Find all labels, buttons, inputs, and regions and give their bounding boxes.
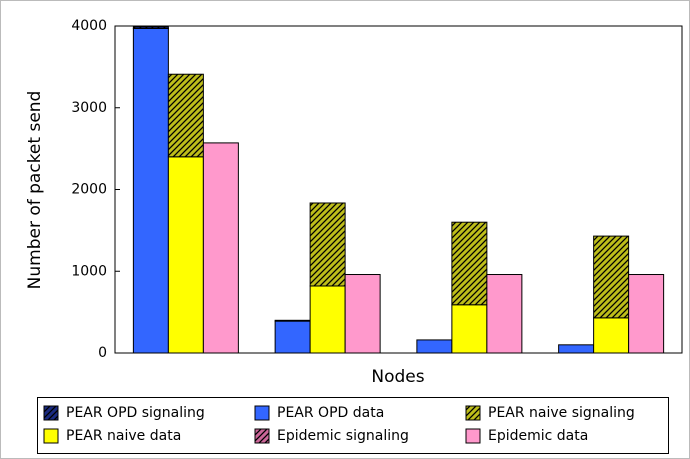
legend-swatch xyxy=(465,405,481,421)
bar-segment xyxy=(344,274,381,354)
bar-segment xyxy=(309,285,346,354)
bar-segment xyxy=(202,142,239,354)
bar-segment xyxy=(274,320,311,354)
legend-label: Epidemic signaling xyxy=(277,428,409,444)
legend-label: PEAR naive signaling xyxy=(488,405,635,421)
legend-swatch xyxy=(465,428,481,444)
bar-segment xyxy=(628,274,665,354)
legend-label: PEAR naive data xyxy=(66,428,181,444)
y-tick-label: 3000 xyxy=(71,100,107,116)
bar-segment xyxy=(274,319,311,322)
legend-swatch xyxy=(254,405,270,421)
bar-segment xyxy=(451,221,488,306)
y-tick-label: 4000 xyxy=(71,18,107,34)
y-tick-label: 0 xyxy=(98,345,107,361)
legend-box xyxy=(37,397,669,454)
bar-segment xyxy=(593,317,630,354)
legend-label: PEAR OPD data xyxy=(277,405,384,421)
bar-segment xyxy=(486,274,523,354)
legend-swatch xyxy=(254,428,270,444)
bar-segment xyxy=(132,27,169,354)
bar-segment xyxy=(167,156,204,354)
bar-segment xyxy=(416,339,453,354)
y-tick-label: 2000 xyxy=(71,182,107,198)
y-axis-label: Number of packet send xyxy=(25,91,45,290)
legend-label: Epidemic data xyxy=(488,428,588,444)
bar-segment xyxy=(132,26,169,29)
bar-segment xyxy=(593,235,630,319)
x-axis-label: Nodes xyxy=(371,367,424,387)
bar-segment xyxy=(309,202,346,287)
bar-segment xyxy=(558,344,595,354)
bar-segment xyxy=(451,304,488,354)
bar-segment xyxy=(167,73,204,158)
legend-label: PEAR OPD signaling xyxy=(66,405,205,421)
legend-swatch xyxy=(43,405,59,421)
y-tick-label: 1000 xyxy=(71,263,107,279)
legend-swatch xyxy=(43,428,59,444)
